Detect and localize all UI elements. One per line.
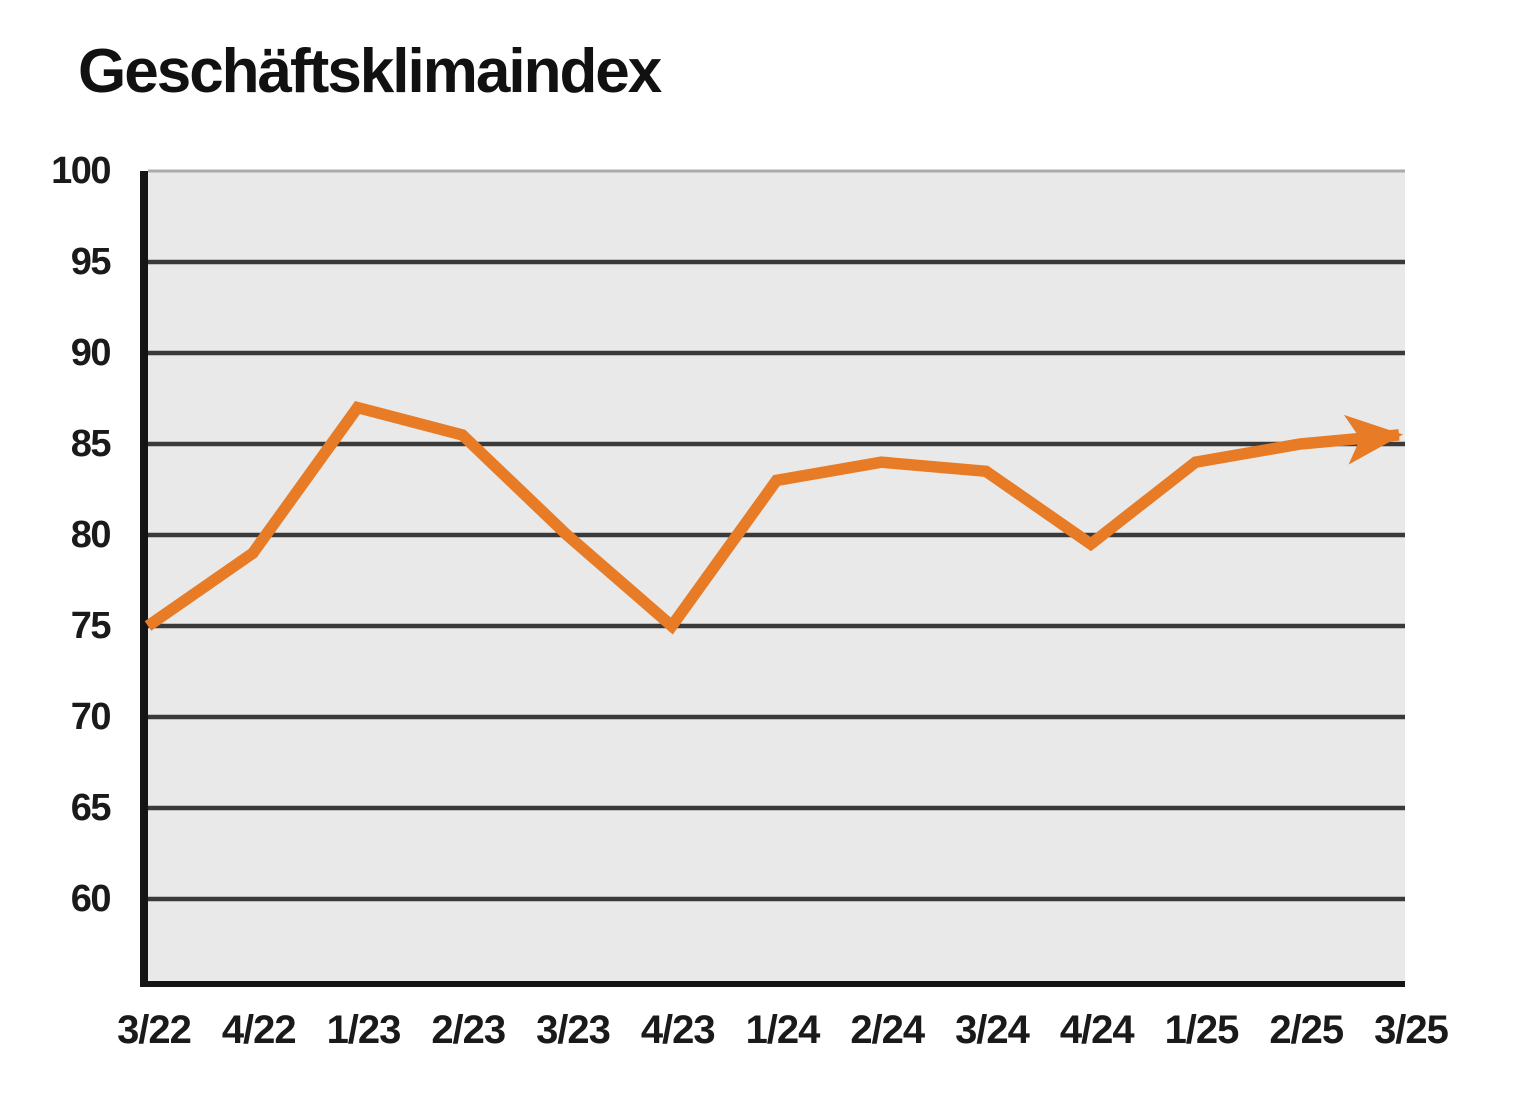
y-tick-label: 100 xyxy=(51,150,110,192)
chart-title: Geschäftsklimaindex xyxy=(78,37,662,106)
x-tick-label: 2/25 xyxy=(1269,1008,1344,1052)
x-tick-label: 1/24 xyxy=(746,1008,822,1052)
y-tick-label: 85 xyxy=(71,423,112,465)
y-tick-label: 70 xyxy=(71,696,111,738)
x-tick-label: 1/25 xyxy=(1165,1008,1240,1052)
x-tick-label: 3/23 xyxy=(536,1008,610,1052)
y-tick-label: 80 xyxy=(71,514,111,556)
y-tick-label: 95 xyxy=(71,241,112,283)
x-tick-label: 2/23 xyxy=(431,1008,505,1052)
data-line xyxy=(144,401,1403,635)
x-tick-label: 3/22 xyxy=(117,1008,191,1052)
y-axis-line xyxy=(140,171,148,987)
x-tick-label: 1/23 xyxy=(327,1008,401,1052)
x-tick-label: 3/24 xyxy=(955,1008,1031,1052)
x-axis-line xyxy=(140,981,1405,987)
y-tick-label: 65 xyxy=(71,787,112,829)
x-tick-label: 2/24 xyxy=(850,1008,926,1052)
y-tick-label: 75 xyxy=(71,605,112,647)
y-tick-label: 60 xyxy=(71,878,111,920)
x-tick-label: 3/25 xyxy=(1374,1008,1449,1052)
x-tick-label: 4/22 xyxy=(222,1008,296,1052)
y-tick-label: 90 xyxy=(71,332,111,374)
plot-background xyxy=(148,171,1405,983)
x-tick-label: 4/23 xyxy=(641,1008,715,1052)
x-tick-label: 4/24 xyxy=(1060,1008,1136,1052)
